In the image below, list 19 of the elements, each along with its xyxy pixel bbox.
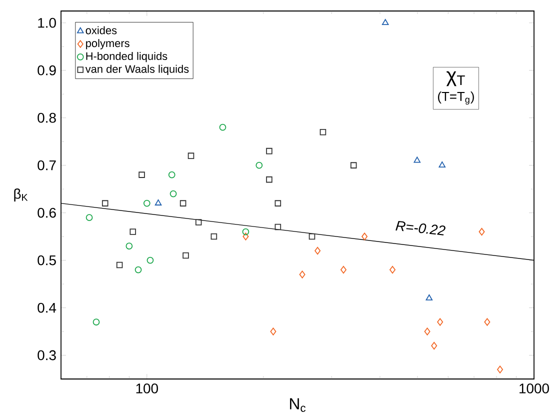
y-tick-label: 0.8 — [38, 112, 56, 123]
x-axis-title: N$_{c}$ — [290, 398, 306, 412]
y-tick-label: 0.3 — [38, 350, 56, 360]
x-tick-label: 1000 — [520, 384, 549, 394]
y-tick-label: 0.4 — [38, 302, 56, 313]
legend-label: van der Waals liquids — [85, 64, 189, 76]
y-tick-label: 1.0 — [38, 18, 56, 28]
y-tick-label: 0.9 — [38, 65, 56, 76]
y-tick-label: 0.7 — [38, 160, 56, 170]
annotation: R=-0.22 — [396, 220, 446, 236]
x-tick-label: 100 — [136, 384, 158, 394]
legend-label: oxides — [86, 26, 117, 34]
y-tick-label: 0.6 — [38, 208, 56, 218]
y-axis-title: β$_{K}$ — [14, 188, 28, 202]
legend-label: H-bonded liquids — [86, 52, 168, 62]
annotation: χ$_{T}$ — [446, 71, 465, 86]
legend-label: polymers — [86, 39, 130, 50]
annotation: (T=T$_{g}$) — [438, 91, 474, 105]
y-tick-label: 0.5 — [38, 255, 56, 266]
